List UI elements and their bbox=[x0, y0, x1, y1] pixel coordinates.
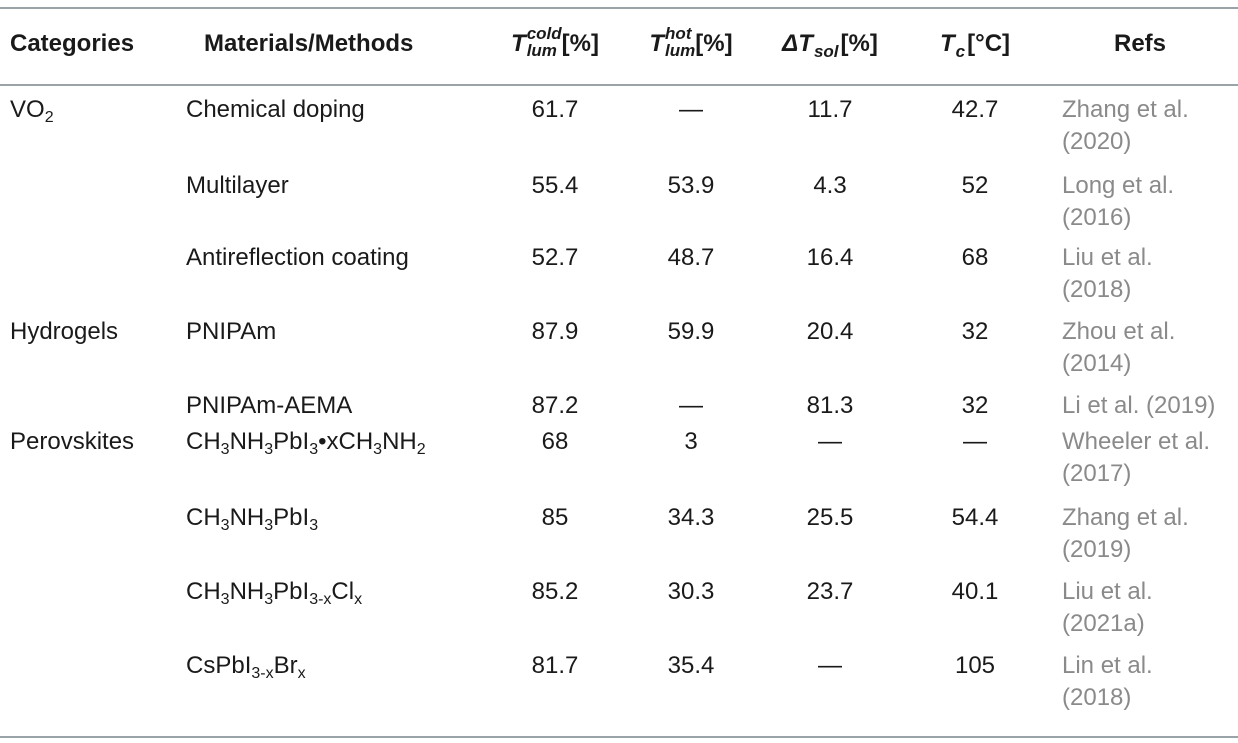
cell-category: VO2 bbox=[10, 96, 54, 126]
cell-tlum-cold: 68 bbox=[541, 428, 569, 455]
reference-line-2: (2018) bbox=[1062, 684, 1132, 711]
cell-dtsol: 25.5 bbox=[806, 504, 854, 531]
cell-dtsol: 4.3 bbox=[813, 172, 847, 199]
cell-tlum-hot: 35.4 bbox=[667, 652, 715, 679]
cell-tlum-hot: 3 bbox=[684, 428, 698, 455]
reference-citation: Long et al. (2016) bbox=[1062, 170, 1174, 234]
cell-tlum-cold: 85 bbox=[541, 504, 569, 531]
cell-category: Hydrogels bbox=[10, 318, 119, 345]
table-top-rule bbox=[0, 7, 1238, 9]
cell-dtsol: 20.4 bbox=[806, 318, 854, 345]
reference-line-1: Wheeler et al. bbox=[1062, 428, 1211, 455]
header-tlum-hot-sub: lum bbox=[665, 40, 696, 60]
reference-line-1: Li et al. (2019) bbox=[1062, 392, 1216, 419]
cell-category: Perovskites bbox=[10, 428, 135, 455]
reference-line-1: Lin et al. bbox=[1062, 652, 1153, 679]
reference-line-1: Liu et al. bbox=[1062, 244, 1153, 271]
reference-line-2: (2021a) bbox=[1062, 610, 1145, 637]
cell-dtsol: — bbox=[818, 428, 842, 455]
reference-line-2: (2018) bbox=[1062, 276, 1132, 303]
cell-tlum-hot: 53.9 bbox=[667, 172, 715, 199]
cell-tlum-hot: 59.9 bbox=[667, 318, 715, 345]
table-bottom-rule bbox=[0, 736, 1238, 738]
reference-citation: Wheeler et al. (2017) bbox=[1062, 426, 1210, 490]
table-header-rule bbox=[0, 84, 1238, 86]
cell-material: PNIPAm-AEMA bbox=[186, 392, 353, 419]
cell-tlum-cold: 55.4 bbox=[531, 172, 579, 199]
cell-tc: 40.1 bbox=[951, 578, 999, 605]
cell-material: CsPbI3-xBrx bbox=[186, 652, 306, 682]
header-materials: Materials/Methods bbox=[204, 30, 414, 57]
cell-tlum-cold: 85.2 bbox=[531, 578, 579, 605]
reference-citation: Li et al. (2019) bbox=[1062, 390, 1215, 422]
reference-citation: Liu et al. (2021a) bbox=[1062, 576, 1153, 640]
header-dtsol-sub: sol bbox=[813, 42, 839, 61]
cell-tc: 52 bbox=[961, 172, 989, 199]
cell-tlum-hot: — bbox=[679, 96, 703, 123]
reference-citation: Zhang et al. (2020) bbox=[1062, 94, 1189, 158]
reference-line-2: (2014) bbox=[1062, 350, 1132, 377]
reference-citation: Lin et al. (2018) bbox=[1062, 650, 1153, 714]
reference-line-1: Zhang et al. bbox=[1062, 96, 1189, 123]
cell-material: Multilayer bbox=[186, 172, 289, 199]
cell-tlum-cold: 52.7 bbox=[531, 244, 579, 271]
header-tlum-cold-unit: [%] bbox=[561, 30, 599, 57]
cell-tlum-hot: 30.3 bbox=[667, 578, 715, 605]
cell-tc: 32 bbox=[961, 392, 989, 419]
cell-tlum-hot: — bbox=[679, 392, 703, 419]
reference-line-2: (2016) bbox=[1062, 204, 1132, 231]
reference-citation: Liu et al. (2018) bbox=[1062, 242, 1153, 306]
header-dtsol-unit: [%] bbox=[840, 30, 878, 57]
cell-material: Antireflection coating bbox=[186, 244, 409, 271]
header-tc-unit: [°C] bbox=[967, 30, 1011, 57]
cell-tlum-hot: 48.7 bbox=[667, 244, 715, 271]
cell-material: CH3NH3PbI3•xCH3NH2 bbox=[186, 428, 426, 458]
cell-tc: 68 bbox=[961, 244, 989, 271]
header-tlum-hot-symbol: T bbox=[649, 30, 665, 57]
header-tc: Tc[°C] bbox=[910, 22, 1040, 66]
cell-dtsol: 23.7 bbox=[806, 578, 854, 605]
cell-material: CH3NH3PbI3 bbox=[186, 504, 319, 534]
reference-line-2: (2019) bbox=[1062, 536, 1132, 563]
reference-line-1: Long et al. bbox=[1062, 172, 1175, 199]
cell-tc: 105 bbox=[954, 652, 996, 679]
cell-tc: 42.7 bbox=[951, 96, 999, 123]
cell-tlum-cold: 87.9 bbox=[531, 318, 579, 345]
cell-dtsol: 16.4 bbox=[806, 244, 854, 271]
cell-tc: 54.4 bbox=[951, 504, 999, 531]
header-tc-symbol: T bbox=[939, 30, 955, 57]
cell-material: CH3NH3PbI3-xClx bbox=[186, 578, 363, 608]
reference-line-1: Liu et al. bbox=[1062, 578, 1153, 605]
cell-material: Chemical doping bbox=[186, 96, 365, 123]
cell-tc: — bbox=[963, 428, 987, 455]
header-tc-sub: c bbox=[955, 42, 966, 61]
reference-line-2: (2020) bbox=[1062, 128, 1132, 155]
reference-citation: Zhou et al. (2014) bbox=[1062, 316, 1175, 380]
cell-dtsol: — bbox=[818, 652, 842, 679]
header-tlum-cold-sub: lum bbox=[526, 40, 557, 60]
reference-line-2: (2017) bbox=[1062, 460, 1132, 487]
cell-material: PNIPAm bbox=[186, 318, 277, 345]
reference-citation: Zhang et al. (2019) bbox=[1062, 502, 1189, 566]
header-tlum-cold-sup: cold bbox=[526, 23, 562, 43]
cell-tlum-cold: 81.7 bbox=[531, 652, 579, 679]
cell-tlum-hot: 34.3 bbox=[667, 504, 715, 531]
header-tlum-hot-unit: [%] bbox=[695, 30, 733, 57]
reference-line-1: Zhang et al. bbox=[1062, 504, 1189, 531]
header-tlum-hot-sup: hot bbox=[665, 23, 692, 43]
cell-tlum-cold: 61.7 bbox=[531, 96, 579, 123]
header-categories: Categories bbox=[10, 30, 135, 57]
reference-line-1: Zhou et al. bbox=[1062, 318, 1176, 345]
cell-tc: 32 bbox=[961, 318, 989, 345]
header-dtsol: ΔTsol[%] bbox=[760, 22, 900, 66]
cell-dtsol: 11.7 bbox=[807, 96, 853, 123]
header-tlum-cold-symbol: T bbox=[511, 30, 526, 57]
cell-dtsol: 81.3 bbox=[806, 392, 854, 419]
header-dtsol-symbol: ΔT bbox=[782, 30, 813, 57]
cell-tlum-cold: 87.2 bbox=[531, 392, 579, 419]
header-refs: Refs bbox=[1113, 30, 1167, 57]
